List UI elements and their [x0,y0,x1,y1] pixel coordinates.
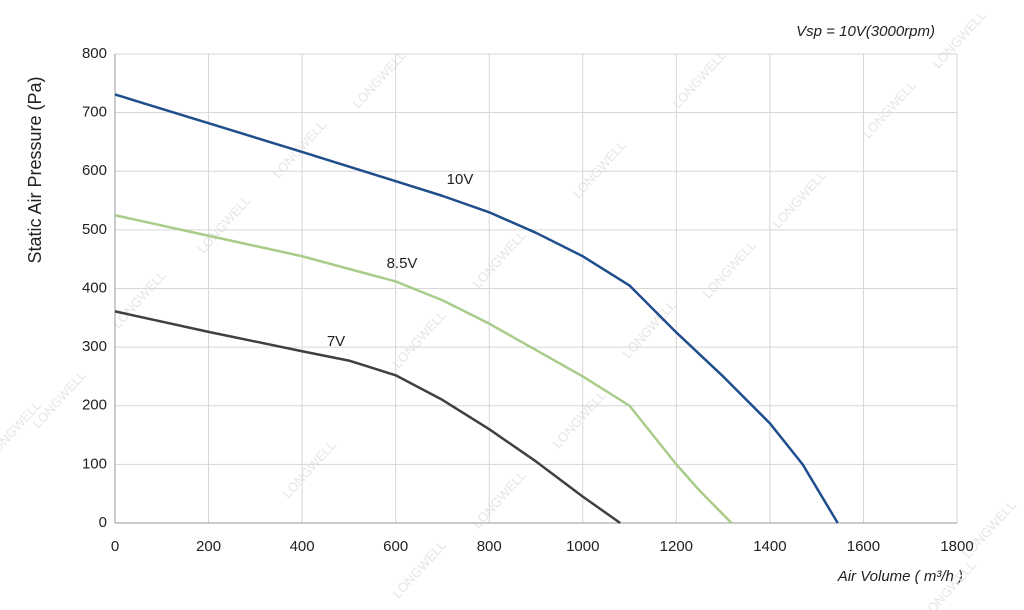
x-tick-label: 400 [290,538,315,555]
watermark: LONGWELL [29,367,88,431]
watermark: LONGWELL [349,47,408,111]
x-tick-label: 0 [111,538,119,555]
y-axis-label: Static Air Pressure (Pa) [25,76,45,263]
x-tick-label: 1000 [566,538,599,555]
y-tick-label: 200 [82,397,107,414]
y-tick-label: 800 [82,45,107,62]
line-series [114,213,733,524]
line-series [114,93,839,524]
y-tick-label: 600 [82,162,107,179]
watermark: LONGWELL [929,7,988,71]
y-tick-label: 300 [82,338,107,355]
watermark: LONGWELL [699,237,758,301]
watermark: LONGWELL [769,167,828,231]
x-tick-label: 800 [477,538,502,555]
watermark: LONGWELL [194,192,253,256]
series-label: 8.5V [387,255,418,272]
watermark: LONGWELL [279,437,338,501]
x-tick-label: 1200 [660,538,693,555]
x-tick-label: 1600 [847,538,880,555]
y-tick-label: 700 [82,104,107,121]
line-series [114,310,621,525]
x-axis-label: Air Volume ( m³/h ) [837,568,963,585]
y-tick-label: 400 [82,279,107,296]
y-tick-label: 100 [82,455,107,472]
watermark: LONGWELL [549,387,608,451]
y-tick-label: 500 [82,221,107,238]
y-tick-label: 0 [99,514,107,531]
x-tick-label: 1800 [940,538,973,555]
watermark: LONGWELL [859,77,918,141]
series-label: 10V [447,171,474,188]
chart-title: Vsp = 10V(3000rpm) [796,23,935,40]
x-tick-label: 1400 [753,538,786,555]
x-tick-label: 200 [196,538,221,555]
watermark: LONGWELL [569,137,628,201]
watermark: LONGWELL [389,307,448,371]
x-tick-label: 600 [383,538,408,555]
watermark: LONGWELL [669,47,728,111]
series-label: 7V [327,333,345,350]
watermark: LONGWELL [469,227,528,291]
watermark: LONGWELL [469,467,528,531]
